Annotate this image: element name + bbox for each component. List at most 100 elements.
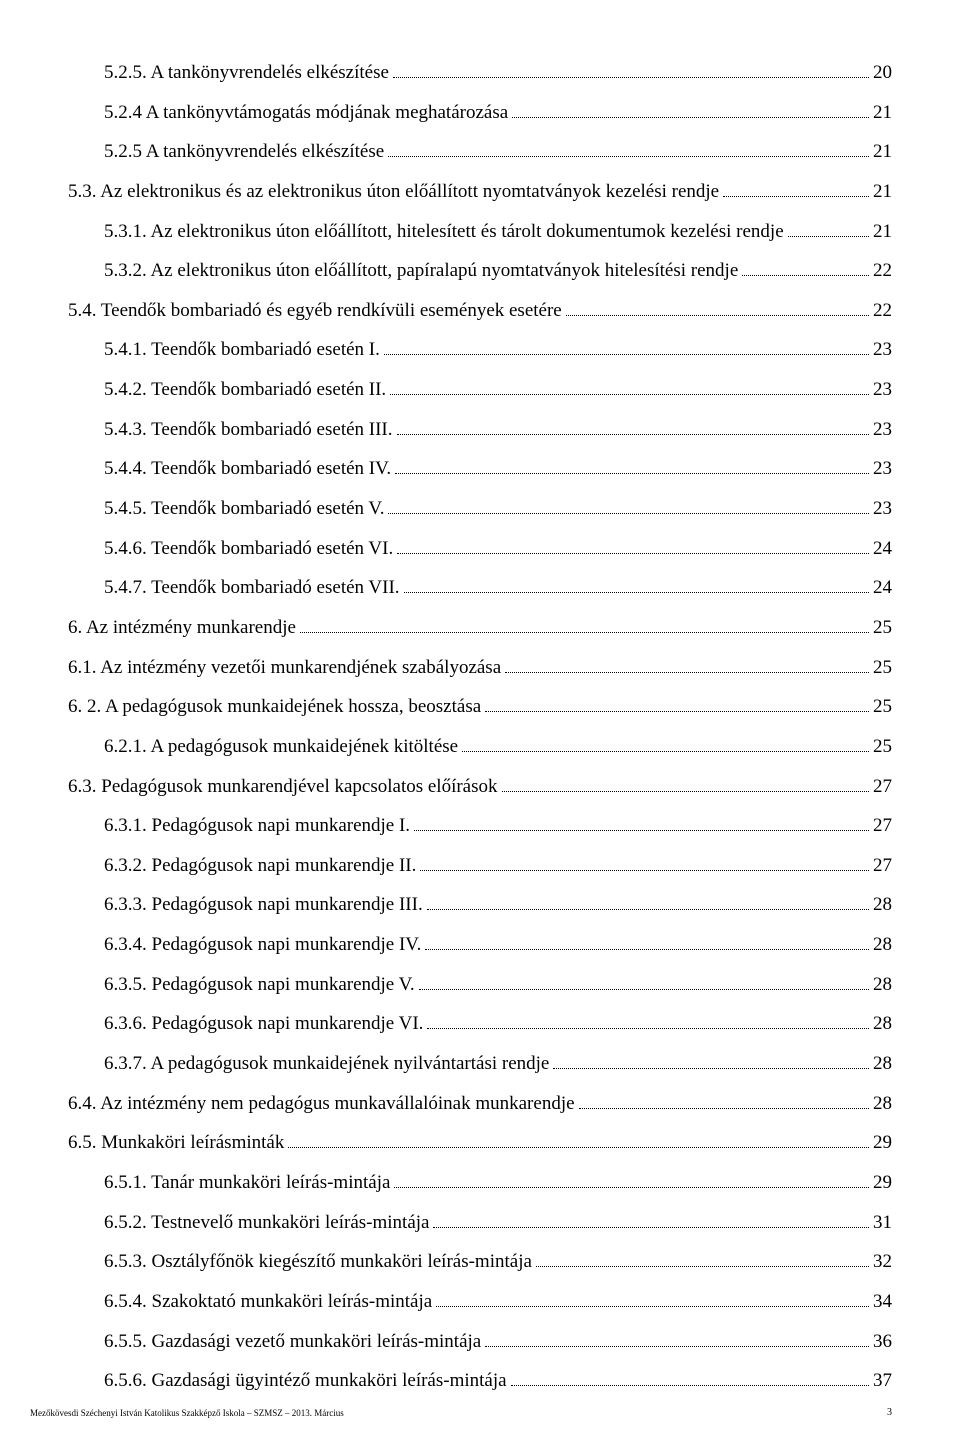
toc-leader-dots <box>788 236 869 237</box>
toc-entry-label: 6.5. Munkaköri leírásminták <box>68 1130 284 1156</box>
toc-entry-page: 25 <box>873 694 892 720</box>
toc-entry: 5.4.6. Teendők bombariadó esetén VI.24 <box>68 536 892 562</box>
toc-entry: 6.3.4. Pedagógusok napi munkarendje IV. 2… <box>68 932 892 958</box>
toc-entry-label: 6.1. Az intézmény vezetői munkarendjének… <box>68 655 501 681</box>
toc-entry: 5.4.1. Teendők bombariadó esetén I.23 <box>68 337 892 363</box>
toc-entry-label: 5.4.2. Teendők bombariadó esetén II. <box>104 377 386 403</box>
toc-entry-label: 5.2.5 A tankönyvrendelés elkészítése <box>104 139 384 165</box>
toc-entry-label: 6.3.5. Pedagógusok napi munkarendje V. <box>104 972 415 998</box>
toc-leader-dots <box>393 77 869 78</box>
toc-entry-page: 22 <box>873 298 892 324</box>
toc-leader-dots <box>511 1385 869 1386</box>
toc-entry: 5.4.3. Teendők bombariadó esetén III.23 <box>68 417 892 443</box>
toc-entry-page: 37 <box>873 1368 892 1394</box>
toc-entry-page: 21 <box>873 100 892 126</box>
toc-entry: 6.5.2. Testnevelő munkaköri leírás-mintá… <box>68 1210 892 1236</box>
toc-leader-dots <box>505 672 869 673</box>
toc-entry: 5.4.7. Teendők bombariadó esetén VII. 24 <box>68 575 892 601</box>
toc-leader-dots <box>390 394 869 395</box>
toc-entry-label: 6.5.4. Szakoktató munkaköri leírás-mintá… <box>104 1289 432 1315</box>
toc-entry-label: 6.5.2. Testnevelő munkaköri leírás-mintá… <box>104 1210 429 1236</box>
toc-entry-label: 6.3.1. Pedagógusok napi munkarendje I. <box>104 813 410 839</box>
toc-entry: 6.3.5. Pedagógusok napi munkarendje V.28 <box>68 972 892 998</box>
toc-entry: 6.2.1. A pedagógusok munkaidejének kitöl… <box>68 734 892 760</box>
toc-entry: 6.1. Az intézmény vezetői munkarendjének… <box>68 655 892 681</box>
toc-entry-label: 6.2.1. A pedagógusok munkaidejének kitöl… <box>104 734 458 760</box>
toc-entry: 6. Az intézmény munkarendje25 <box>68 615 892 641</box>
toc-entry-page: 29 <box>873 1130 892 1156</box>
toc-leader-dots <box>395 473 869 474</box>
toc-entry: 6.5.4. Szakoktató munkaköri leírás-mintá… <box>68 1289 892 1315</box>
toc-entry: 6.5.1. Tanár munkaköri leírás-mintája 29 <box>68 1170 892 1196</box>
toc-leader-dots <box>485 1346 869 1347</box>
toc-entry: 5.4. Teendők bombariadó és egyéb rendkív… <box>68 298 892 324</box>
toc-entry-page: 25 <box>873 655 892 681</box>
toc-leader-dots <box>384 354 869 355</box>
toc-leader-dots <box>288 1147 869 1148</box>
toc-entry-page: 32 <box>873 1249 892 1275</box>
toc-entry-page: 28 <box>873 932 892 958</box>
toc-leader-dots <box>397 434 869 435</box>
toc-entry-label: 5.4.5. Teendők bombariadó esetén V. <box>104 496 384 522</box>
toc-entry-page: 20 <box>873 60 892 86</box>
toc-entry-page: 21 <box>873 179 892 205</box>
toc-entry-page: 27 <box>873 774 892 800</box>
toc-entry-page: 22 <box>873 258 892 284</box>
toc-entry: 6.5. Munkaköri leírásminták 29 <box>68 1130 892 1156</box>
toc-entry: 5.2.5. A tankönyvrendelés elkészítése 20 <box>68 60 892 86</box>
toc-entry: 6.3.7. A pedagógusok munkaidejének nyilv… <box>68 1051 892 1077</box>
toc-entry: 5.2.4 A tankönyvtámogatás módjának megha… <box>68 100 892 126</box>
toc-entry: 6.4. Az intézmény nem pedagógus munkavál… <box>68 1091 892 1117</box>
toc-leader-dots <box>553 1068 869 1069</box>
toc-entry-label: 6.3.2. Pedagógusok napi munkarendje II. <box>104 853 416 879</box>
toc-entry-label: 6.3.7. A pedagógusok munkaidejének nyilv… <box>104 1051 549 1077</box>
toc-entry-label: 5.3.2. Az elektronikus úton előállított,… <box>104 258 738 284</box>
toc-entry-label: 6.5.5. Gazdasági vezető munkaköri leírás… <box>104 1329 481 1355</box>
toc-entry-page: 23 <box>873 337 892 363</box>
toc-entry-page: 24 <box>873 575 892 601</box>
toc-entry-page: 23 <box>873 496 892 522</box>
toc-entry-label: 5.4. Teendők bombariadó és egyéb rendkív… <box>68 298 562 324</box>
page-number: 3 <box>887 1407 892 1418</box>
toc-leader-dots <box>300 632 869 633</box>
toc-leader-dots <box>723 196 869 197</box>
toc-entry: 6.5.3. Osztályfőnök kiegészítő munkaköri… <box>68 1249 892 1275</box>
toc-entry-label: 6.3.6. Pedagógusok napi munkarendje VI. <box>104 1011 423 1037</box>
toc-entry: 6.5.6. Gazdasági ügyintéző munkaköri leí… <box>68 1368 892 1394</box>
toc-entry-label: 6.3.4. Pedagógusok napi munkarendje IV. <box>104 932 421 958</box>
footer-text: Mezőkövesdi Széchenyi István Katolikus S… <box>30 1408 344 1418</box>
toc-entry-label: 6.5.6. Gazdasági ügyintéző munkaköri leí… <box>104 1368 507 1394</box>
toc-entry-page: 28 <box>873 892 892 918</box>
toc-entry-page: 27 <box>873 813 892 839</box>
toc-entry: 6.3.3. Pedagógusok napi munkarendje III.… <box>68 892 892 918</box>
toc-leader-dots <box>394 1187 869 1188</box>
table-of-contents: 5.2.5. A tankönyvrendelés elkészítése205… <box>68 60 892 1394</box>
toc-leader-dots <box>404 592 869 593</box>
toc-entry: 5.2.5 A tankönyvrendelés elkészítése21 <box>68 139 892 165</box>
toc-entry: 5.3.1. Az elektronikus úton előállított,… <box>68 219 892 245</box>
toc-entry-label: 5.4.6. Teendők bombariadó esetén VI. <box>104 536 393 562</box>
toc-entry-label: 6.3. Pedagógusok munkarendjével kapcsola… <box>68 774 498 800</box>
toc-entry-label: 6.4. Az intézmény nem pedagógus munkavál… <box>68 1091 575 1117</box>
toc-leader-dots <box>536 1266 869 1267</box>
toc-entry-page: 27 <box>873 853 892 879</box>
toc-entry: 5.4.5. Teendők bombariadó esetén V. 23 <box>68 496 892 522</box>
toc-entry-page: 34 <box>873 1289 892 1315</box>
toc-entry-page: 29 <box>873 1170 892 1196</box>
toc-entry-page: 28 <box>873 1051 892 1077</box>
toc-entry-label: 6.5.3. Osztályfőnök kiegészítő munkaköri… <box>104 1249 532 1275</box>
toc-entry-page: 23 <box>873 417 892 443</box>
toc-entry-label: 5.4.7. Teendők bombariadó esetén VII. <box>104 575 400 601</box>
toc-entry-page: 25 <box>873 615 892 641</box>
toc-entry: 6.3. Pedagógusok munkarendjével kapcsola… <box>68 774 892 800</box>
toc-leader-dots <box>427 1028 869 1029</box>
toc-entry-page: 23 <box>873 456 892 482</box>
toc-entry: 6.3.2. Pedagógusok napi munkarendje II. 2… <box>68 853 892 879</box>
toc-leader-dots <box>512 117 869 118</box>
toc-entry: 5.4.4. Teendők bombariadó esetén IV. 23 <box>68 456 892 482</box>
toc-entry-label: 5.2.5. A tankönyvrendelés elkészítése <box>104 60 389 86</box>
toc-entry-label: 6.5.1. Tanár munkaköri leírás-mintája <box>104 1170 390 1196</box>
toc-entry-page: 31 <box>873 1210 892 1236</box>
toc-entry-label: 5.2.4 A tankönyvtámogatás módjának megha… <box>104 100 508 126</box>
toc-entry-label: 5.4.4. Teendők bombariadó esetén IV. <box>104 456 391 482</box>
